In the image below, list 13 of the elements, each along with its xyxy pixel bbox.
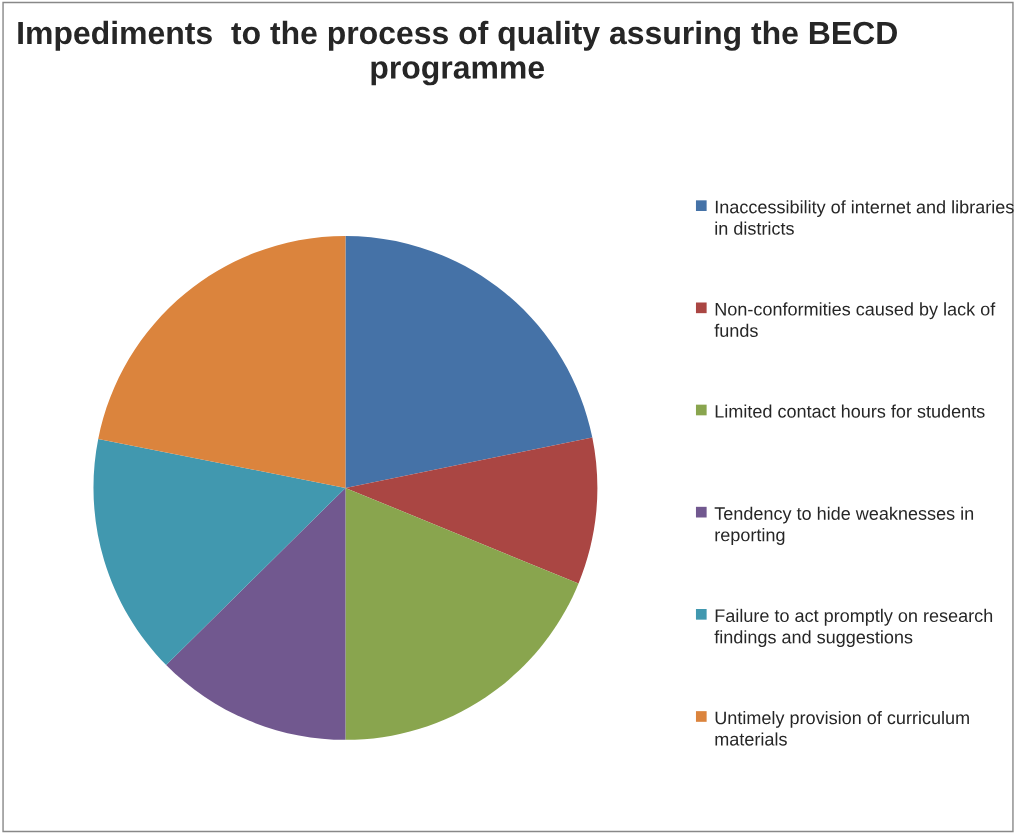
pie-slice (345, 235, 593, 488)
legend-label: Tendency to hide weaknesses in reporting (714, 506, 974, 545)
chart-title: Impediments to the process of quality assuring the BECD programme (18, 20, 897, 86)
pie-slice (93, 439, 346, 665)
legend-label: Failure to act promptly on research findings and suggestions (714, 608, 993, 648)
pie-slice (98, 235, 346, 488)
pie-slice (345, 437, 598, 584)
legend-label: Untimely provision of curriculum materials (715, 710, 969, 746)
legend-label: Limited contact hours for students (715, 404, 985, 418)
legend-label: Non-conformities caused by lack of funds (714, 302, 996, 337)
pie-slice (345, 487, 579, 740)
legend-label: Inaccessibility of internet and libraries in districts (715, 200, 1014, 235)
pie-slice (166, 487, 346, 740)
